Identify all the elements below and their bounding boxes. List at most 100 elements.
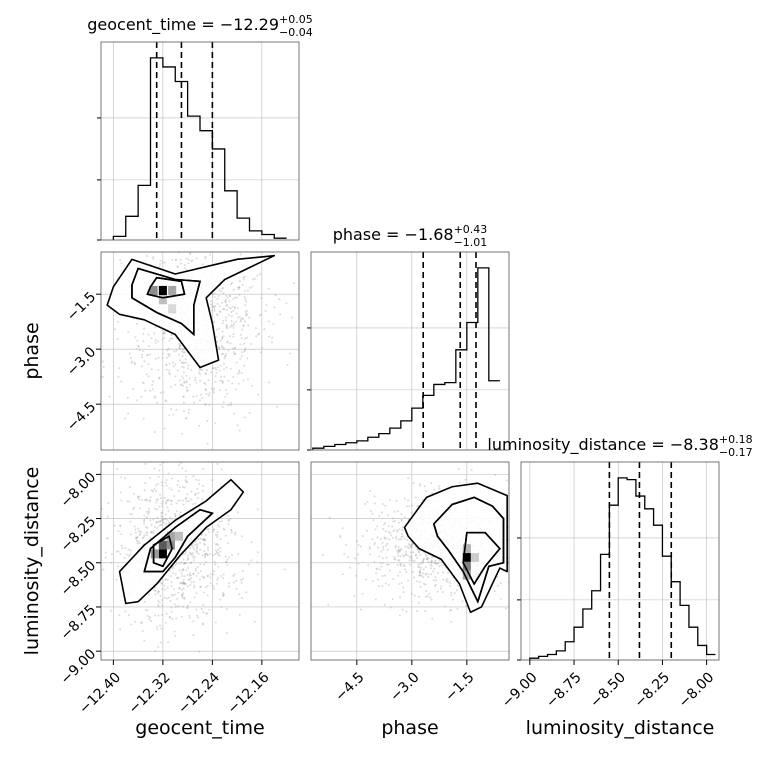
- scatter-point: [159, 641, 162, 644]
- histogram-bin: [574, 627, 583, 660]
- scatter-point: [225, 324, 228, 327]
- panel-frame: [310, 461, 510, 661]
- scatter-point: [189, 552, 192, 555]
- scatter-point: [238, 293, 241, 296]
- scatter-point: [419, 572, 422, 575]
- scatter-point: [339, 534, 342, 537]
- scatter-point: [198, 399, 201, 402]
- contour-line: [403, 482, 508, 614]
- scatter-point: [382, 545, 385, 548]
- scatter-point: [406, 554, 409, 557]
- histogram-bin: [478, 268, 489, 450]
- scatter-point: [235, 388, 238, 391]
- scatter-point: [195, 478, 198, 481]
- scatter-point: [377, 585, 380, 588]
- scatter-point: [132, 508, 135, 511]
- scatter-point: [162, 332, 165, 335]
- scatter-point: [422, 582, 425, 585]
- scatter-point: [212, 320, 215, 323]
- scatter-point: [179, 511, 182, 514]
- scatter-point: [233, 346, 236, 349]
- scatter-point: [148, 353, 151, 356]
- scatter-point: [422, 568, 425, 571]
- scatter-point: [403, 537, 406, 540]
- scatter-point: [402, 586, 405, 589]
- scatter-point: [178, 242, 180, 244]
- scatter-point: [386, 563, 389, 566]
- scatter-point: [152, 455, 154, 457]
- scatter-point: [156, 401, 159, 404]
- scatter-point: [101, 507, 103, 510]
- density-cell: [462, 570, 471, 580]
- scatter-point: [170, 606, 173, 609]
- scatter-point: [228, 294, 231, 297]
- scatter-point: [204, 552, 207, 555]
- scatter-point: [142, 382, 145, 385]
- x-tick-label: −4.5: [332, 669, 367, 704]
- scatter-point: [229, 367, 232, 370]
- scatter-point: [189, 601, 192, 604]
- scatter-point: [212, 391, 215, 394]
- scatter-point: [201, 537, 204, 540]
- scatter-point: [393, 528, 396, 531]
- scatter-point: [397, 558, 400, 561]
- scatter-point: [216, 314, 219, 317]
- scatter-point: [148, 476, 151, 479]
- scatter-point: [184, 497, 187, 500]
- scatter-point: [119, 552, 122, 555]
- scatter-point: [215, 582, 218, 585]
- scatter-point: [195, 394, 198, 397]
- scatter-point: [509, 577, 511, 579]
- scatter-point: [171, 337, 174, 340]
- scatter-point: [163, 596, 166, 599]
- scatter-point: [170, 385, 173, 388]
- scatter-point: [450, 591, 453, 594]
- scatter-point: [117, 320, 120, 323]
- scatter-point: [145, 525, 148, 528]
- scatter-point: [244, 303, 247, 306]
- scatter-point: [230, 324, 233, 327]
- scatter-point: [197, 233, 199, 235]
- scatter-point: [201, 396, 204, 399]
- scatter-point: [215, 549, 218, 552]
- y-tick-label: −8.00: [58, 469, 100, 511]
- x-axis-label: luminosity_distance: [526, 717, 715, 739]
- scatter-point: [259, 313, 262, 316]
- scatter-point: [159, 520, 162, 523]
- scatter-point: [222, 286, 225, 289]
- scatter-point: [256, 508, 259, 511]
- scatter-point: [376, 536, 379, 539]
- scatter-point: [187, 554, 190, 557]
- scatter-point: [152, 518, 155, 521]
- scatter-point: [120, 544, 123, 547]
- scatter-point: [216, 463, 219, 466]
- scatter-point: [172, 565, 175, 568]
- scatter-point: [414, 554, 417, 557]
- scatter-point: [218, 310, 221, 313]
- panel-grid: [101, 462, 299, 660]
- scatter-point: [224, 388, 227, 391]
- scatter-point: [147, 615, 150, 618]
- scatter-point: [168, 596, 171, 599]
- scatter-point: [149, 249, 151, 251]
- scatter-point: [207, 528, 210, 531]
- scatter-point: [145, 531, 148, 534]
- scatter-point: [156, 483, 159, 486]
- scatter-point: [134, 536, 137, 539]
- scatter-point: [198, 424, 201, 427]
- scatter-point: [187, 500, 190, 503]
- scatter-point: [149, 519, 152, 522]
- scatter-point: [153, 488, 156, 491]
- histogram-bin: [188, 116, 200, 240]
- scatter-point: [138, 542, 141, 545]
- scatter-point: [190, 235, 192, 237]
- panel-title: geocent_time = −12.29+0.05: [87, 13, 313, 35]
- scatter-point: [183, 582, 186, 585]
- density-cell: [168, 285, 177, 296]
- scatter-point: [182, 410, 185, 413]
- scatter-point: [137, 345, 140, 348]
- scatter-point: [176, 597, 179, 600]
- scatter-point: [152, 380, 155, 383]
- scatter-point: [199, 379, 202, 382]
- scatter-point: [197, 553, 200, 556]
